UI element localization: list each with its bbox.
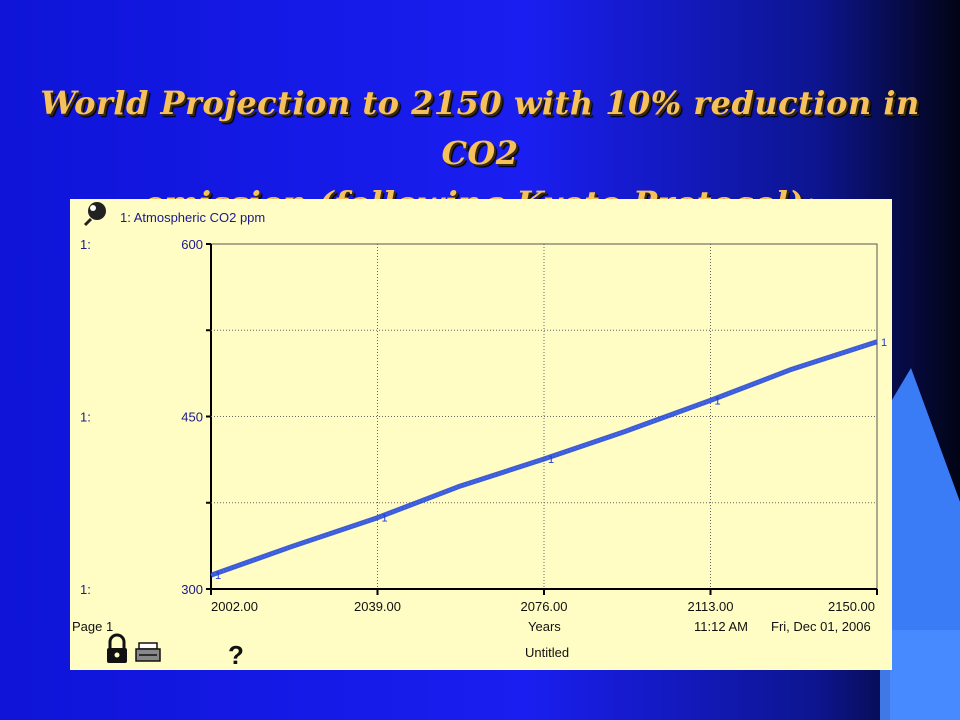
- x-axis-title: Years: [528, 619, 561, 634]
- legend-label: 1: Atmospheric CO2 ppm: [120, 210, 265, 225]
- decorative-stripe: [880, 630, 960, 720]
- series-group: 1 1 1 1 1: [210, 337, 887, 582]
- y-tick-label: 450: [181, 410, 203, 425]
- series-marker-label: 1: [715, 395, 721, 407]
- line-chart: 1: Atmospheric CO2 ppm 1: 300 1: 450 1: 600 2…: [72, 202, 887, 670]
- page-label[interactable]: Page 1: [72, 619, 113, 634]
- x-tick-label: 2150.00: [828, 599, 875, 614]
- graph-pin-icon[interactable]: [83, 202, 106, 227]
- y-tick-label: 300: [181, 582, 203, 597]
- help-icon[interactable]: ?: [228, 640, 244, 670]
- date-stamp: Fri, Dec 01, 2006: [771, 619, 871, 634]
- lock-icon[interactable]: [107, 633, 127, 663]
- time-stamp: 11:12 AM: [694, 619, 748, 634]
- chart-panel: 1: Atmospheric CO2 ppm 1: 300 1: 450 1: 600 2…: [70, 199, 892, 670]
- svg-text:?: ?: [228, 640, 244, 670]
- x-tick-label: 2076.00: [521, 599, 568, 614]
- x-tick-label: 2039.00: [354, 599, 401, 614]
- series-line-texture: [210, 341, 878, 576]
- grid-lines: [211, 244, 877, 589]
- y-tick-prefix: 1:: [80, 237, 91, 252]
- x-tick-label: 2002.00: [211, 599, 258, 614]
- x-tick-label: 2113.00: [687, 599, 733, 614]
- series-marker-label: 1: [382, 513, 388, 525]
- y-tick-prefix: 1:: [80, 410, 91, 425]
- series-marker-label: 1: [548, 454, 554, 466]
- y-tick-label: 600: [181, 237, 203, 252]
- slide-title-line1: World Projection to 2150 with 10% reduct…: [40, 84, 920, 172]
- y-axis-ticks: 1: 300 1: 450 1: 600: [80, 237, 211, 597]
- y-tick-prefix: 1:: [80, 582, 91, 597]
- series-marker-label: 1: [215, 570, 221, 582]
- series-marker-label: 1: [881, 337, 887, 349]
- model-name: Untitled: [525, 645, 569, 660]
- printer-icon[interactable]: [135, 642, 161, 662]
- x-axis-ticks: 2002.00 2039.00 2076.00 2113.00 2150.00: [210, 589, 878, 614]
